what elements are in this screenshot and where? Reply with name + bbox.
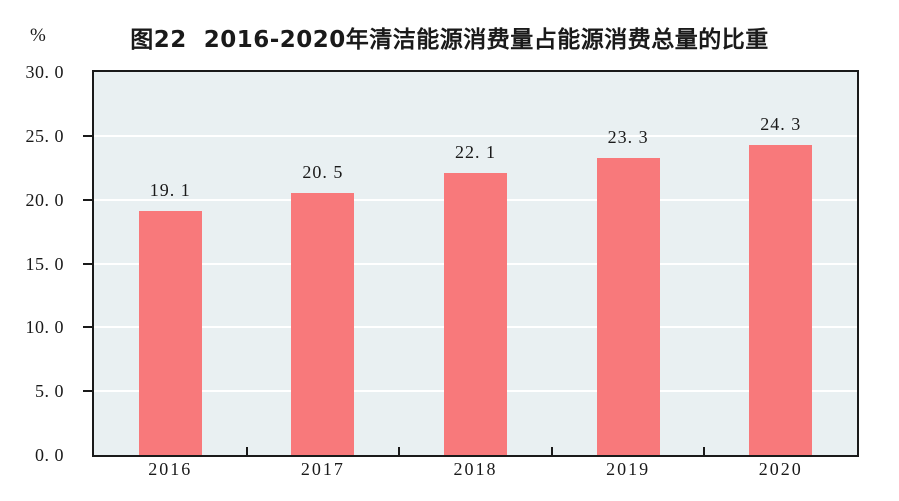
y-tick-label: 20. 0 <box>25 189 64 210</box>
x-tick-label: 2016 <box>148 459 193 479</box>
bar-value-label: 23. 3 <box>607 126 649 147</box>
y-tick-label: 0. 0 <box>35 445 64 465</box>
y-tick-label: 10. 0 <box>25 317 64 338</box>
bar <box>444 172 507 455</box>
y-tick-label: 30. 0 <box>25 62 64 82</box>
bar-value-label: 19. 1 <box>149 180 191 201</box>
bar <box>749 144 813 455</box>
x-tick-label: 2020 <box>758 459 803 479</box>
x-tick-mark <box>398 447 401 455</box>
bar <box>596 157 660 455</box>
gridline <box>94 134 857 137</box>
chart-title: 图22 2016-2020年清洁能源消费量占能源消费总量的比重 <box>130 27 769 53</box>
bar-value-label: 22. 1 <box>455 141 496 162</box>
x-tick-mark <box>245 447 248 455</box>
plot-area: 19. 1 20. 5 22. 1 23. 3 24. 3 <box>92 70 859 457</box>
bar <box>138 211 202 455</box>
y-tick-mark <box>83 134 92 137</box>
y-axis-unit-label: % <box>30 25 46 46</box>
y-tick-label: 25. 0 <box>25 125 64 146</box>
bar-value-label: 24. 3 <box>760 113 802 134</box>
x-tick-label: 2017 <box>300 459 345 479</box>
bar-value-label: 20. 5 <box>302 162 344 183</box>
y-tick-mark <box>83 326 92 329</box>
x-tick-mark <box>550 447 553 455</box>
bar <box>291 193 355 455</box>
y-tick-mark <box>83 262 92 265</box>
x-tick-label: 2019 <box>606 459 651 479</box>
x-tick-mark <box>703 447 706 455</box>
x-tick-label: 2018 <box>453 459 498 479</box>
y-tick-mark <box>83 198 92 201</box>
y-tick-mark <box>83 390 92 393</box>
y-tick-label: 5. 0 <box>35 381 64 402</box>
y-tick-label: 15. 0 <box>25 253 64 274</box>
